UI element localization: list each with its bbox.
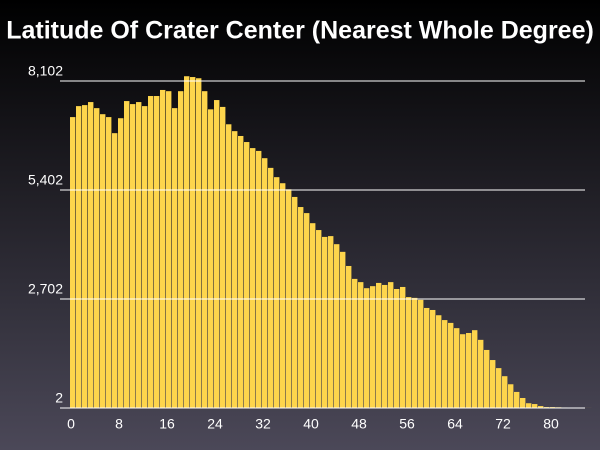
bar — [124, 101, 130, 408]
bar — [526, 403, 532, 408]
bar — [184, 76, 190, 408]
bar — [274, 177, 280, 408]
chart-title: Latitude Of Crater Center (Nearest Whole… — [6, 17, 594, 45]
y-tick-label: 2 — [55, 390, 63, 406]
bar — [88, 102, 94, 408]
bar — [70, 117, 76, 408]
bar — [268, 167, 274, 408]
bar — [328, 236, 334, 408]
bar — [424, 307, 430, 408]
bar — [388, 282, 394, 408]
bar — [148, 96, 154, 409]
bar — [466, 332, 472, 408]
bar — [262, 158, 268, 408]
y-tick-label: 2,702 — [28, 281, 63, 297]
bar — [460, 334, 466, 408]
bar — [178, 91, 184, 408]
y-tick-label: 5,402 — [28, 172, 63, 188]
bar — [166, 91, 172, 408]
bar — [514, 391, 520, 408]
bar — [280, 183, 286, 408]
bar — [400, 286, 406, 408]
x-tick-label: 56 — [399, 416, 415, 432]
bar — [412, 297, 418, 408]
bar — [238, 135, 244, 409]
bar — [352, 278, 358, 408]
x-tick-label: 72 — [495, 416, 511, 432]
bar — [118, 118, 124, 408]
bar — [334, 244, 340, 408]
bar — [226, 124, 232, 408]
bar — [82, 105, 88, 409]
x-tick-label: 40 — [303, 416, 319, 432]
bar — [76, 106, 82, 409]
bar — [496, 368, 502, 408]
bar — [196, 78, 202, 408]
x-tick-label: 8 — [115, 416, 123, 432]
bar — [430, 309, 436, 408]
x-tick-label: 32 — [255, 416, 271, 432]
bar — [136, 102, 142, 408]
bar — [298, 207, 304, 408]
x-tick-label: 24 — [207, 416, 223, 432]
bar — [304, 213, 310, 408]
bar — [232, 131, 238, 408]
x-tick-label: 0 — [67, 416, 75, 432]
x-tick-label: 64 — [447, 416, 463, 432]
bar — [442, 320, 448, 408]
bar — [316, 230, 322, 408]
bar — [256, 150, 262, 408]
bar — [202, 91, 208, 408]
bar — [220, 106, 226, 408]
bar — [310, 223, 316, 408]
bar — [340, 251, 346, 408]
bar — [370, 286, 376, 408]
bar — [538, 406, 544, 408]
bar — [112, 133, 118, 409]
bar — [160, 89, 166, 408]
bar — [172, 108, 178, 408]
bar — [346, 265, 352, 408]
bar — [508, 384, 514, 408]
bar — [532, 404, 538, 408]
bar — [100, 114, 106, 408]
bar — [376, 282, 382, 408]
bar — [208, 109, 214, 408]
bar — [94, 108, 100, 408]
x-tick-label: 16 — [159, 416, 175, 432]
x-tick-label: 80 — [543, 416, 559, 432]
bar — [250, 148, 256, 408]
bar — [418, 299, 424, 408]
bar — [382, 284, 388, 408]
bar — [490, 360, 496, 408]
y-tick-label: 8,102 — [28, 63, 63, 79]
bar — [292, 196, 298, 408]
bar — [436, 315, 442, 408]
bar — [484, 349, 490, 408]
bar — [214, 100, 220, 409]
bar — [106, 117, 112, 408]
bar — [142, 106, 148, 409]
bar — [130, 104, 136, 408]
bar — [520, 397, 526, 408]
bar — [358, 282, 364, 408]
bar — [244, 142, 250, 409]
bar — [472, 330, 478, 408]
bar — [394, 288, 400, 408]
bar — [364, 288, 370, 408]
x-tick-label: 48 — [351, 416, 367, 432]
bar — [322, 236, 328, 408]
bar — [190, 77, 196, 408]
bar — [406, 297, 412, 408]
bar — [478, 339, 484, 408]
bar — [502, 376, 508, 408]
bar — [154, 96, 160, 409]
bar — [454, 328, 460, 408]
bar — [448, 322, 454, 408]
